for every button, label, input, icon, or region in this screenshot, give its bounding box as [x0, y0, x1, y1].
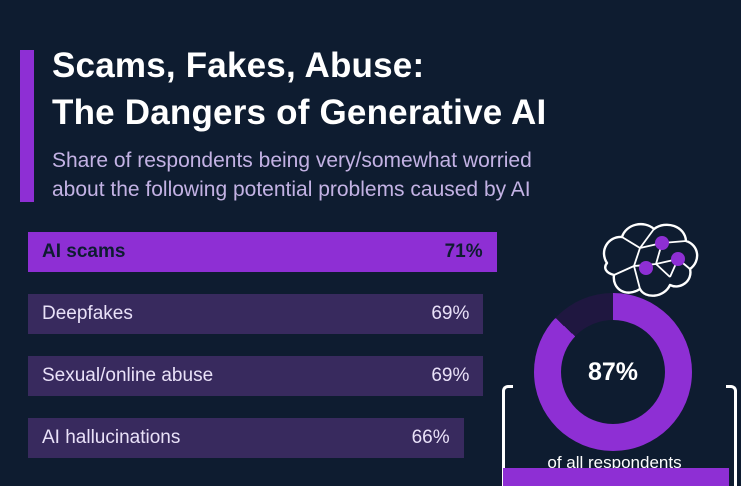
bar-label: AI hallucinations — [42, 427, 181, 448]
caption-bracket-left — [502, 385, 513, 486]
brain-network-icon — [602, 222, 699, 297]
subtitle: Share of respondents being very/somewhat… — [52, 146, 532, 204]
bar: AI scams 71% — [28, 232, 497, 272]
bar: AI hallucinations 66% — [28, 418, 464, 458]
bar-value: 69% — [431, 365, 470, 386]
title-line-2: The Dangers of Generative AI — [52, 93, 547, 132]
bar-value: 71% — [444, 241, 483, 262]
bar-value: 66% — [411, 427, 450, 448]
bar-label: AI scams — [42, 241, 126, 262]
bar: Sexual/online abuse 69% — [28, 356, 484, 396]
bar-row: Sexual/online abuse 69% — [28, 356, 688, 396]
subtitle-line-2: about the following potential problems c… — [52, 178, 531, 201]
bar-row: AI hallucinations 66% — [28, 418, 688, 458]
bar-row: AI scams 71% — [28, 232, 688, 272]
bar-label: Sexual/online abuse — [42, 365, 214, 386]
bar-row: Deepfakes 69% — [28, 294, 688, 334]
cutoff-highlight-bar — [503, 468, 729, 486]
title-accent-bar — [20, 50, 34, 202]
donut-center-label: 87% — [587, 357, 639, 386]
donut-caption: of all respondents — [547, 453, 682, 472]
donut-hole — [561, 320, 665, 424]
bar-chart: AI scams 71% Deepfakes 69% Sexual/online… — [28, 232, 688, 480]
title-line-1: Scams, Fakes, Abuse: — [52, 46, 425, 85]
bar: Deepfakes 69% — [28, 294, 484, 334]
donut-chart: 87% — [534, 293, 692, 451]
page-title: Scams, Fakes, Abuse: The Dangers of Gene… — [52, 42, 546, 136]
bar-label: Deepfakes — [42, 303, 133, 324]
caption-bracket-right — [726, 385, 737, 486]
subtitle-line-1: Share of respondents being very/somewhat… — [52, 149, 532, 172]
bar-value: 69% — [431, 303, 470, 324]
